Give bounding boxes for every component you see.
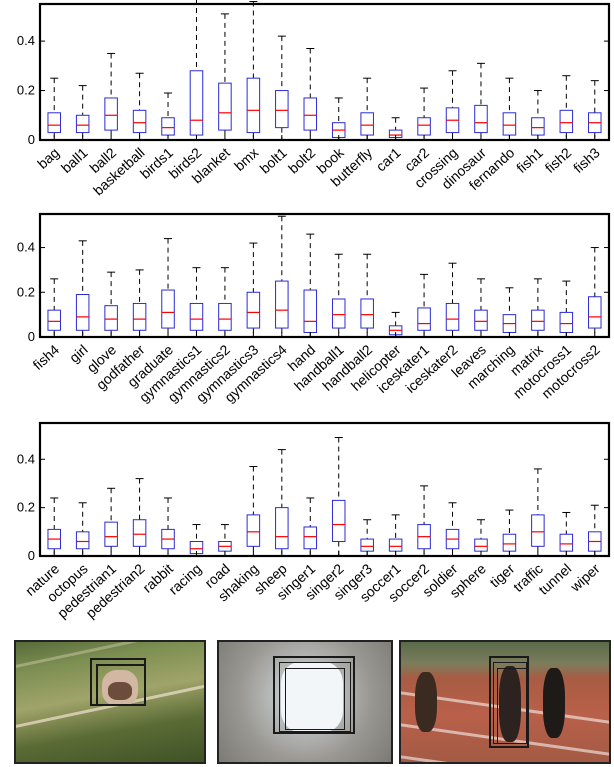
box-graduate	[161, 289, 175, 329]
box-tunnel	[559, 533, 574, 552]
x-tick-label-ball1: ball1	[58, 144, 91, 176]
box-fish4	[47, 309, 61, 331]
box-gymnastics4	[275, 280, 289, 329]
thumbnail-motion-blur	[14, 640, 206, 764]
box-bmx	[246, 77, 261, 134]
thumbnail-sprinters	[399, 640, 611, 764]
box-traffic	[531, 514, 545, 547]
box-bolt2	[303, 97, 318, 131]
box-pedestrian1	[104, 521, 118, 547]
box-iceskater2	[445, 302, 460, 331]
y-tick-label: 0.4	[17, 240, 35, 255]
box-godfather	[132, 302, 147, 331]
box-singer3	[360, 538, 374, 552]
box-birds2	[189, 70, 204, 136]
y-tick-label: 0.4	[17, 451, 35, 466]
x-tick-label-racing: racing	[165, 560, 204, 597]
box-sheep	[275, 507, 289, 550]
box-shaking	[246, 514, 261, 547]
x-tick-label-bag: bag	[34, 144, 62, 172]
box-motocross1	[559, 311, 574, 334]
x-tick-label-fish2: fish2	[542, 144, 575, 176]
box-ball1	[75, 114, 90, 134]
y-tick-label: 0.2	[17, 500, 35, 515]
y-tick-label: 0.2	[17, 83, 35, 98]
x-tick-label-car1: car1	[373, 144, 404, 174]
box-basketball	[132, 109, 147, 134]
box-handball1	[331, 298, 346, 329]
box-singer1	[303, 526, 318, 550]
y-tick-label: 0.2	[17, 284, 35, 299]
box-leaves	[474, 309, 488, 331]
y-tick-label: 0	[28, 132, 35, 147]
x-tick-label-fish1: fish1	[513, 144, 546, 176]
box-matrix	[531, 309, 545, 331]
box-bag	[47, 112, 61, 134]
box-ball2	[104, 97, 118, 131]
box-fish1	[531, 117, 545, 136]
plot-frame	[38, 421, 611, 558]
box-tiger	[502, 533, 517, 552]
plot-frame	[38, 212, 611, 339]
x-tick-label-bmx: bmx	[231, 144, 261, 174]
plot-frame	[38, 2, 611, 142]
y-tick-label: 0	[28, 329, 35, 344]
y-tick-label: 0	[28, 548, 35, 563]
box-pedestrian2	[132, 519, 147, 547]
x-tick-label-bolt2: bolt2	[285, 144, 318, 176]
box-gymnastics1	[189, 302, 204, 331]
box-blanket	[218, 82, 232, 131]
box-hand	[303, 289, 318, 334]
box-soccer1	[388, 538, 403, 552]
box-glove	[104, 305, 118, 331]
box-fish2	[559, 109, 574, 134]
box-bolt1	[275, 90, 289, 129]
box-butterfly	[360, 112, 374, 136]
box-singer2	[331, 499, 346, 542]
box-plot-charts: 00.20.4bagball1ball2basketballbirds1bird…	[17, 0, 611, 621]
x-tick-label-fish4: fish4	[30, 341, 63, 373]
box-sphere	[474, 538, 488, 552]
y-tick-label: 0.4	[17, 33, 35, 48]
box-handball2	[360, 298, 374, 329]
box-girl	[75, 294, 90, 331]
x-tick-label-bolt1: bolt1	[257, 144, 290, 176]
x-tick-label-tunnel: tunnel	[535, 560, 574, 597]
box-gymnastics3	[246, 291, 261, 329]
thumbnail-occlusion	[217, 640, 393, 764]
box-dinosaur	[474, 104, 488, 134]
box-iceskater1	[417, 307, 431, 331]
box-gymnastics2	[218, 302, 232, 331]
x-tick-label-fish3: fish3	[570, 144, 603, 176]
box-octopus	[75, 531, 90, 550]
box-fernando	[502, 112, 517, 136]
x-tick-label-wiper: wiper	[566, 560, 603, 595]
box-motocross2	[588, 296, 602, 329]
box-birds1	[161, 117, 175, 136]
box-car2	[417, 117, 431, 136]
